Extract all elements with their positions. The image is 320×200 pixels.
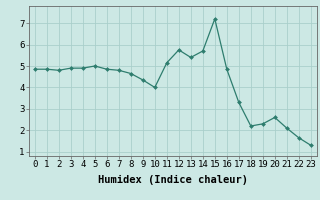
X-axis label: Humidex (Indice chaleur): Humidex (Indice chaleur) — [98, 175, 248, 185]
